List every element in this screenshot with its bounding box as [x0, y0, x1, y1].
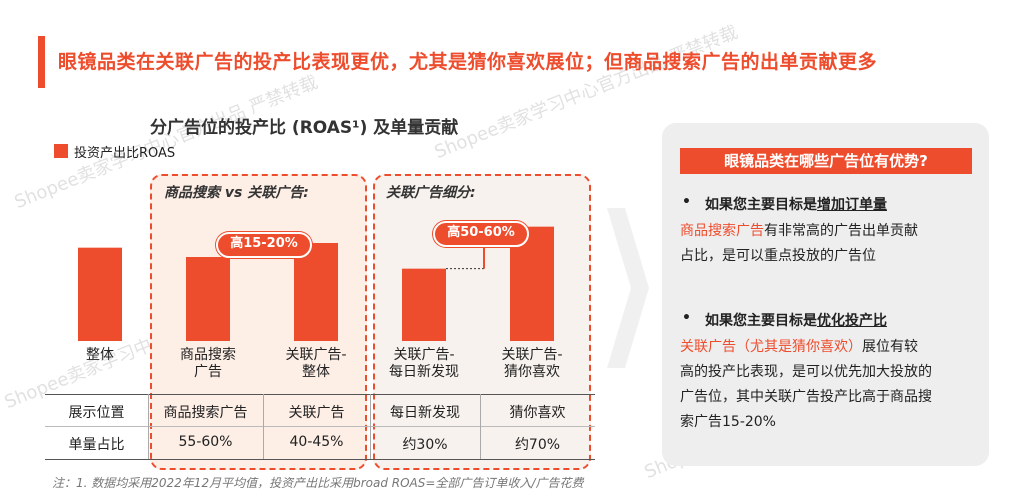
goal-roas-desc: 关联广告（尤其是猜你喜欢）展位有较 高的投产比表现，是可以优先加大投放的 广告位…	[680, 335, 985, 435]
x-tick-label-line: 整体	[302, 364, 330, 380]
x-tick-label-line: 关联广告-	[285, 347, 347, 363]
bar-3	[402, 268, 446, 341]
table-cell: 约70%	[514, 437, 561, 453]
bullet-icon: •	[682, 310, 691, 326]
table-cell: 商品搜索广告	[163, 405, 248, 421]
group-label-left: 商品搜索 vs 关联广告:	[164, 185, 309, 201]
table-cell: 约30%	[402, 437, 448, 453]
goal-orders: 增加订单量	[817, 197, 887, 213]
roas-bar-chart	[78, 226, 554, 341]
desc-text: 广告位，其中关联广告投产比高于商品搜	[680, 389, 932, 405]
bar-0	[78, 247, 122, 341]
table-bottom-rule	[45, 459, 595, 460]
table-mid-rule	[45, 426, 595, 427]
x-tick-label: 整体	[45, 347, 155, 364]
desc-text: 索广告15-20%	[680, 414, 776, 430]
legend-swatch	[54, 144, 68, 158]
goal-orders-line: 如果您主要目标是增加订单量	[705, 194, 887, 214]
bullet-icon: •	[682, 194, 691, 210]
goal-roas: 优化投产比	[817, 313, 887, 329]
callout-right: 高50-60%	[433, 221, 529, 247]
table-top-rule	[45, 394, 595, 395]
goal-orders-desc: 商品搜索广告有非常高的广告出单贡献 占比，是可以重点投放的广告位	[680, 219, 980, 269]
table-row-header-share: 单量占比	[68, 437, 125, 453]
page-title: 眼镜品类在关联广告的投产比表现更优，尤其是猜你喜欢展位；但商品搜索广告的出单贡献…	[58, 51, 878, 73]
table-divider	[263, 394, 264, 459]
title-accent-bar	[38, 36, 45, 88]
table-cell: 55-60%	[178, 434, 233, 450]
legend-label: 投资产出比ROAS	[74, 146, 176, 161]
bar-2	[294, 243, 338, 341]
x-tick-label: 关联广告- 整体	[261, 347, 371, 381]
table-divider	[370, 394, 371, 459]
x-tick-label-line: 猜你喜欢	[504, 364, 560, 380]
group-label-right: 关联广告细分:	[386, 185, 476, 201]
callout-left: 高15-20%	[216, 232, 312, 258]
chart-title: 分广告位的投产比 (ROAS¹) 及单量贡献	[150, 118, 459, 138]
x-tick-label-line: 整体	[86, 347, 114, 363]
desc-text: 高的投产比表现，是可以优先加大投放的	[680, 364, 932, 380]
x-tick-label-line: 关联广告-	[501, 347, 563, 363]
x-tick-label: 商品搜索 广告	[153, 347, 263, 381]
table-divider	[480, 394, 481, 459]
x-tick-label-line: 商品搜索	[180, 347, 236, 363]
x-tick-label: 关联广告- 猜你喜欢	[477, 347, 587, 381]
x-tick-label-line: 关联广告-	[393, 347, 455, 363]
x-tick-label: 关联广告- 每日新发现	[369, 347, 479, 381]
panel-heading: 眼镜品类在哪些广告位有优势?	[680, 148, 972, 174]
highlight-related-ads: 关联广告（尤其是猜你喜欢）	[680, 339, 862, 355]
table-cell: 每日新发现	[390, 405, 460, 421]
table-cell: 猜你喜欢	[509, 405, 566, 421]
highlight-search-ads: 商品搜索广告	[680, 223, 764, 239]
goal-prefix: 如果您主要目标是	[705, 197, 817, 213]
chevron-right-icon	[607, 208, 649, 368]
table-cell: 关联广告	[288, 405, 345, 421]
x-tick-label-line: 每日新发现	[389, 364, 459, 380]
desc-text: 展位有较	[862, 339, 918, 355]
table-divider	[148, 394, 149, 459]
table-row-header-position: 展示位置	[68, 405, 125, 421]
table-cell: 40-45%	[289, 434, 344, 450]
footnote: 注：1. 数据均采用2022年12月平均值，投资产出比采用broad ROAS=…	[52, 476, 584, 490]
bar-1	[186, 257, 230, 341]
desc-text: 占比，是可以重点投放的广告位	[680, 248, 876, 264]
desc-text: 有非常高的广告出单贡献	[764, 223, 918, 239]
x-tick-label-line: 广告	[194, 364, 222, 380]
goal-roas-line: 如果您主要目标是优化投产比	[705, 310, 887, 330]
goal-prefix: 如果您主要目标是	[705, 313, 817, 329]
advice-panel	[662, 123, 989, 466]
